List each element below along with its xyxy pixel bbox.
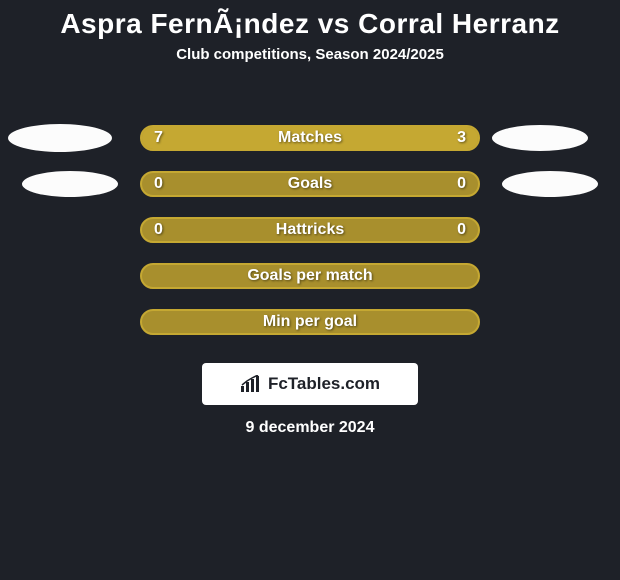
value-right: 0 [457, 175, 466, 193]
brand-text: FcTables.com [268, 374, 380, 394]
metric-label: Min per goal [263, 313, 357, 331]
stat-bar: 7 3 Matches [140, 125, 480, 151]
page-title: Aspra FernÃ¡ndez vs Corral Herranz [0, 0, 620, 40]
left-ellipse [8, 124, 112, 152]
value-left: 0 [154, 221, 163, 239]
stat-bar: Min per goal [140, 309, 480, 335]
stat-row: 0 0 Hattricks [0, 217, 620, 263]
stat-row: 7 3 Matches [0, 125, 620, 171]
left-ellipse [22, 171, 118, 197]
stat-row: Goals per match [0, 263, 620, 309]
stat-row: 0 0 Goals [0, 171, 620, 217]
chart-icon [240, 375, 262, 393]
value-right: 3 [457, 129, 466, 147]
stat-row: Min per goal [0, 309, 620, 355]
right-ellipse [502, 171, 598, 197]
stat-bar: 0 0 Hattricks [140, 217, 480, 243]
metric-label: Goals per match [247, 267, 372, 285]
right-ellipse [492, 125, 588, 151]
metric-label: Goals [288, 175, 332, 193]
metric-label: Matches [278, 129, 342, 147]
metric-label: Hattricks [276, 221, 344, 239]
value-right: 0 [457, 221, 466, 239]
date-text: 9 december 2024 [0, 419, 620, 437]
brand-badge: FcTables.com [202, 363, 418, 405]
stat-bar: Goals per match [140, 263, 480, 289]
stats-container: 7 3 Matches 0 0 Goals 0 0 Hattricks Goals per mat… [0, 125, 620, 355]
stat-bar: 0 0 Goals [140, 171, 480, 197]
value-left: 7 [154, 129, 163, 147]
subtitle: Club competitions, Season 2024/2025 [0, 46, 620, 63]
value-left: 0 [154, 175, 163, 193]
